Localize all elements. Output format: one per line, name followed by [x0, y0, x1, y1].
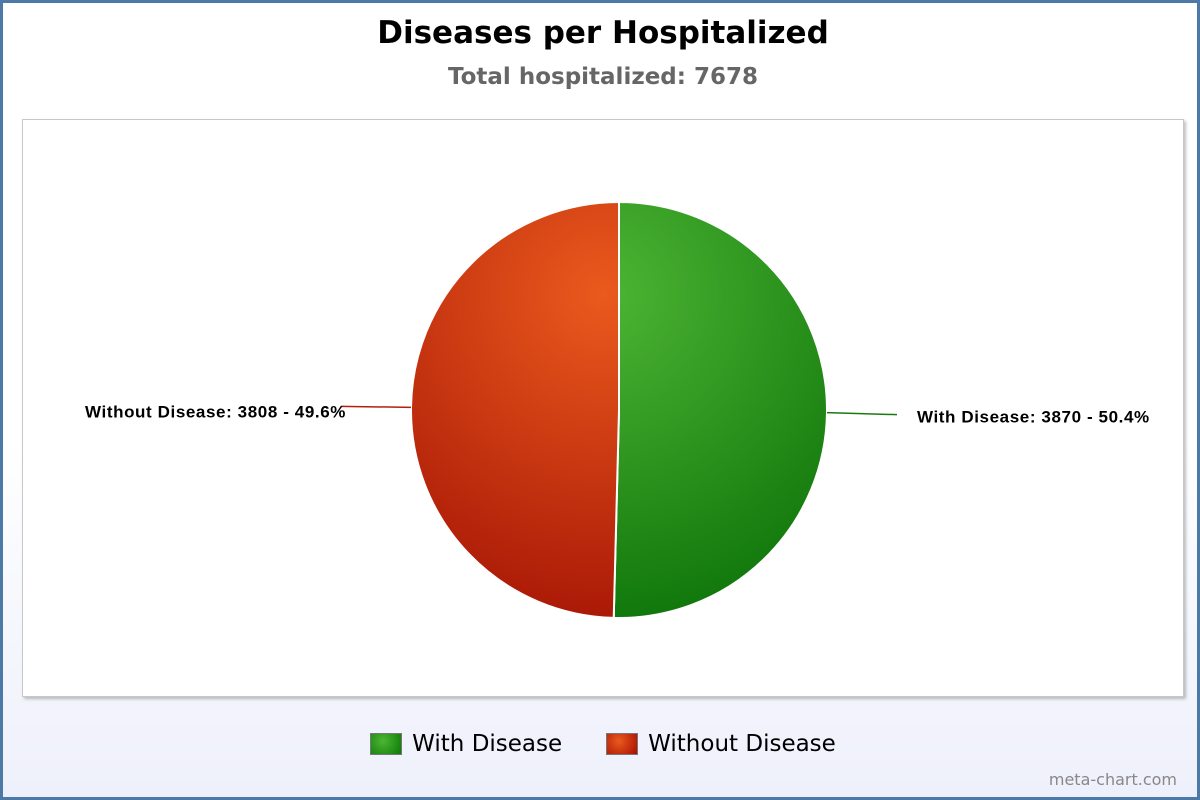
connector-line-with-disease	[826, 411, 898, 416]
chart-subtitle: Total hospitalized: 7678	[447, 64, 758, 90]
slice-label-without-disease: Without Disease: 3808 - 49.6%	[85, 402, 346, 421]
credit-text: meta-chart.com	[1048, 770, 1177, 789]
pie-slice-with-disease[interactable]	[612, 200, 828, 619]
pie-slice-without-disease[interactable]	[410, 200, 620, 619]
legend-label-with-disease: With Disease	[412, 731, 563, 757]
legend-item-with-disease[interactable]: With Disease	[370, 731, 562, 757]
slice-label-with-disease: With Disease: 3870 - 50.4%	[917, 408, 1150, 427]
legend-swatch-without-disease	[606, 733, 639, 755]
legend-item-without-disease[interactable]: Without Disease	[606, 731, 836, 757]
connector-line-without-disease	[341, 405, 412, 409]
legend-label-without-disease: Without Disease	[648, 731, 836, 757]
plot-area: With Disease: 3870 - 50.4% Without Diseas…	[22, 119, 1184, 697]
legend-swatch-with-disease	[370, 733, 403, 755]
pie-chart: With Disease: 3870 - 50.4% Without Diseas…	[85, 200, 1150, 619]
legend: With Disease Without Disease	[3, 731, 1200, 757]
chart-title: Diseases per Hospitalized	[377, 15, 829, 51]
